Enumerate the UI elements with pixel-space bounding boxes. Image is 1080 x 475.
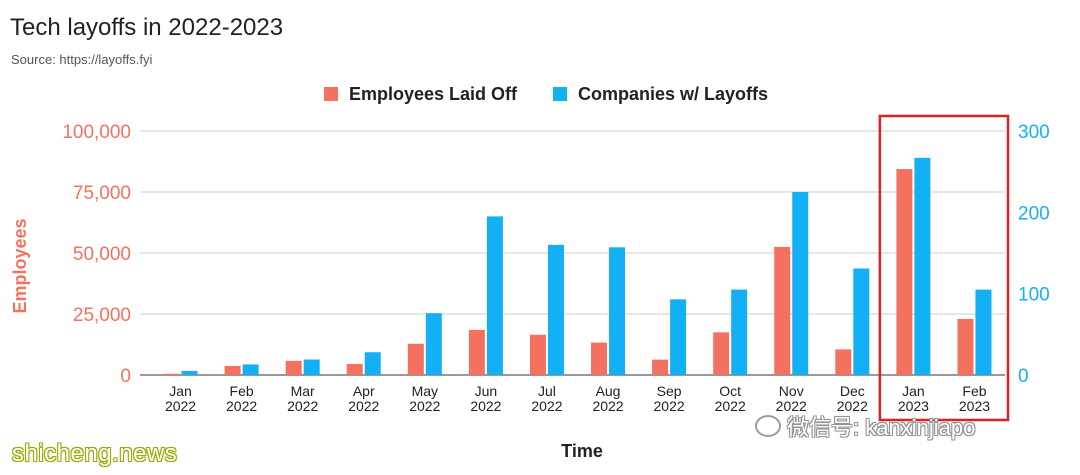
x-tick-label-month: Nov	[779, 383, 804, 399]
x-tick-label-year: 2023	[959, 398, 990, 414]
x-tick-label-year: 2022	[226, 398, 257, 414]
y-right-tick-label: 300	[1018, 122, 1050, 143]
y-right-tick-label: 100	[1018, 285, 1050, 306]
bar-employees	[957, 318, 974, 375]
y-left-tick-label: 0	[120, 366, 131, 387]
y-left-tick-label: 25,000	[73, 305, 131, 326]
bar-companies	[181, 370, 198, 375]
bar-employees	[346, 364, 363, 375]
x-tick-label-month: Oct	[719, 383, 741, 399]
x-tick-label-month: Jan	[169, 383, 192, 399]
wechat-watermark-text: 微信号: kanxinjiapo	[787, 415, 976, 440]
x-tick-label-month: Jan	[902, 383, 925, 399]
x-tick-label-month: Jun	[475, 383, 498, 399]
x-tick-label-year: 2022	[776, 398, 807, 414]
x-tick-label-month: Feb	[962, 383, 986, 399]
x-tick-label-year: 2022	[287, 398, 318, 414]
bar-companies	[914, 157, 931, 375]
x-tick-label-month: Feb	[230, 383, 254, 399]
bar-companies	[486, 216, 503, 375]
legend-label-companies: Companies w/ Layoffs	[578, 84, 768, 104]
bar-companies	[303, 359, 320, 375]
x-tick-label-year: 2022	[592, 398, 623, 414]
bar-companies	[242, 364, 259, 375]
x-tick-label-month: Aug	[596, 383, 621, 399]
x-tick-label-year: 2022	[348, 398, 379, 414]
bar-companies	[425, 313, 442, 375]
bar-employees	[163, 373, 180, 375]
y-axis-title: Employees	[10, 218, 30, 313]
x-tick-label-year: 2022	[409, 398, 440, 414]
x-tick-label-month: May	[412, 383, 438, 399]
x-tick-label-month: Jul	[538, 383, 556, 399]
chart-source: Source: https://layoffs.fyi	[11, 52, 153, 67]
wechat-watermark: 微信号: kanxinjiapo	[755, 410, 975, 442]
x-tick-label-year: 2022	[470, 398, 501, 414]
bar-companies	[792, 192, 809, 375]
x-tick-label-month: Mar	[291, 383, 315, 399]
bar-companies	[975, 289, 992, 375]
x-tick-label-year: 2022	[165, 398, 196, 414]
bar-companies	[609, 247, 626, 375]
wechat-icon	[755, 415, 781, 437]
bar-companies	[853, 268, 870, 375]
bar-companies	[731, 289, 748, 375]
bar-companies	[670, 299, 687, 375]
bar-employees	[224, 365, 241, 375]
bar-employees	[713, 332, 730, 375]
bar-employees	[591, 342, 608, 375]
y-left-tick-label: 100,000	[62, 122, 131, 143]
bar-employees	[774, 246, 791, 375]
bar-employees	[407, 343, 424, 375]
bar-employees	[896, 169, 913, 375]
x-tick-label-month: Sep	[657, 383, 682, 399]
x-tick-label-year: 2023	[898, 398, 929, 414]
y-right-tick-label: 200	[1018, 203, 1050, 224]
site-watermark: shicheng.news	[12, 440, 178, 467]
bar-employees	[835, 349, 852, 375]
y-left-tick-label: 75,000	[73, 183, 131, 204]
chart-title: Tech layoffs in 2022-2023	[10, 14, 284, 41]
bar-employees	[652, 359, 669, 375]
y-left-tick-label: 50,000	[73, 244, 131, 265]
bar-employees	[529, 334, 546, 375]
x-tick-label-year: 2022	[837, 398, 868, 414]
bar-employees	[468, 329, 485, 375]
legend-swatch-companies	[553, 87, 567, 101]
y-right-tick-label: 0	[1018, 366, 1029, 387]
x-tick-label-year: 2022	[531, 398, 562, 414]
x-axis-title: Time	[561, 441, 603, 461]
x-tick-label-month: Apr	[353, 383, 375, 399]
x-tick-label-year: 2022	[654, 398, 685, 414]
legend-swatch-employees	[324, 87, 338, 101]
bar-companies	[547, 244, 564, 375]
legend-label-employees: Employees Laid Off	[349, 84, 518, 104]
highlight-box	[878, 114, 1010, 422]
bar-employees	[285, 360, 302, 375]
x-tick-label-month: Dec	[840, 383, 865, 399]
x-tick-label-year: 2022	[715, 398, 746, 414]
bar-companies	[364, 352, 381, 375]
